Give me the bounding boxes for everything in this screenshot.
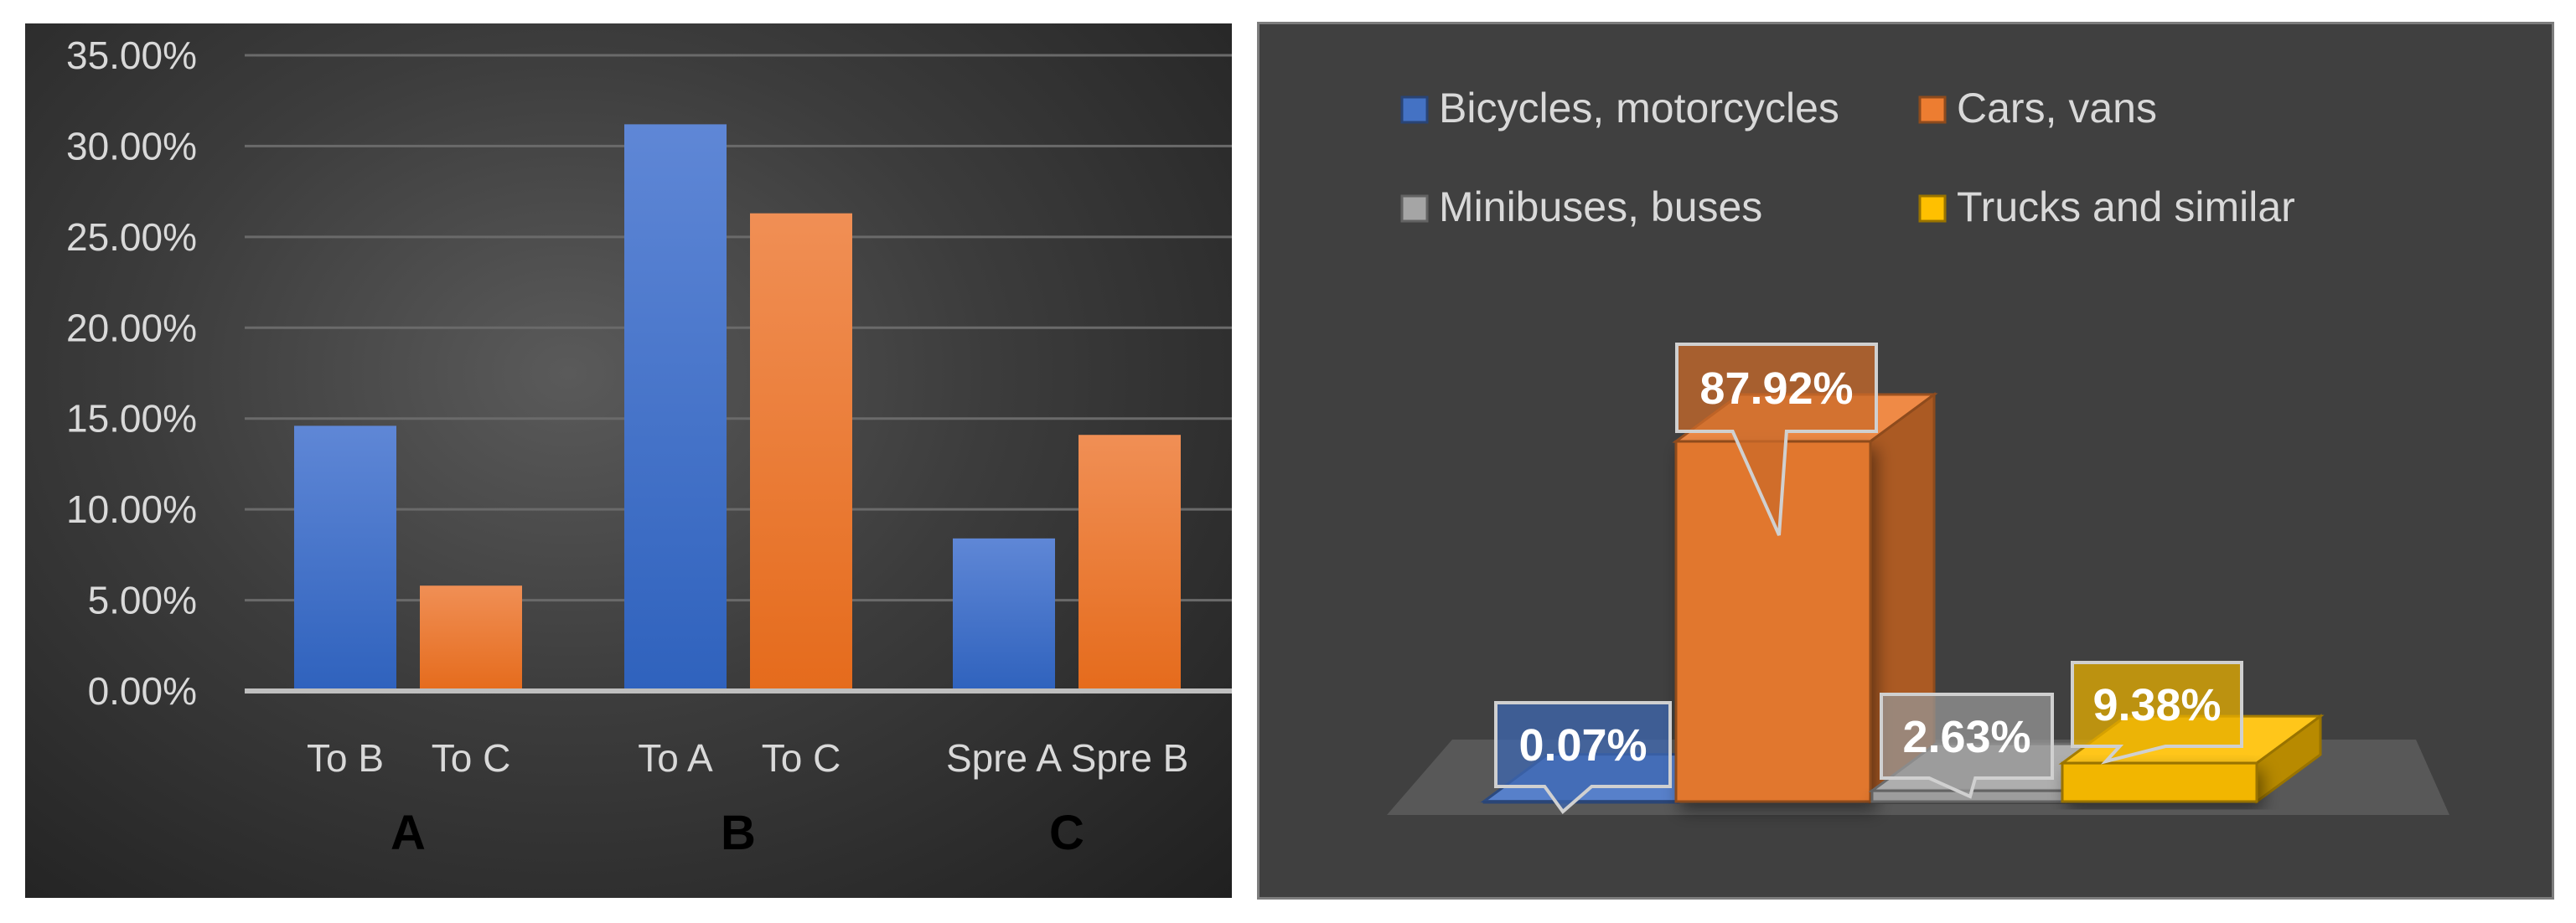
y-tick-label: 0.00%: [88, 669, 197, 713]
data-label-text: 0.07%: [1518, 720, 1647, 771]
right-3d-bar-chart: Bicycles, motorcycles Cars, vans Minibuses…: [1387, 85, 2449, 815]
legend-entry: Minibuses, buses: [1439, 183, 1762, 230]
group-label: C: [1049, 806, 1084, 860]
bar-spre-b: [1079, 435, 1181, 691]
x-category-label: Spre A: [946, 736, 1062, 780]
x-category-label: To C: [432, 736, 511, 780]
group-label: A: [391, 806, 426, 860]
data-label-text: 2.63%: [1902, 712, 2030, 762]
y-tick-label: 5.00%: [88, 579, 197, 622]
legend-swatch: [1400, 194, 1429, 223]
x-category-label: To B: [307, 736, 384, 780]
y-tick-label: 20.00%: [66, 306, 197, 349]
legend-entry: Trucks and similar: [1957, 183, 2295, 230]
x-category-label: Spre B: [1071, 736, 1189, 780]
data-label-2: 2.63%: [1880, 693, 2054, 799]
y-tick-label: 35.00%: [66, 34, 197, 77]
bar-spre-a: [953, 538, 1055, 691]
x-category-label: To A: [638, 736, 713, 780]
left-bar-chart: 0.00% 5.00% 10.00% 15.00% 20.00% 25.00% 30.00%…: [66, 34, 1232, 860]
left-chart-panel: 0.00% 5.00% 10.00% 15.00% 20.00% 25.00% 30.00%…: [25, 23, 1232, 898]
bar-to-c: [420, 585, 522, 691]
legend-entry: Cars, vans: [1957, 85, 2157, 131]
legend-entry: Bicycles, motorcycles: [1439, 85, 1839, 131]
legend-swatch: [1918, 194, 1947, 223]
data-label-1: 87.92%: [1675, 343, 1878, 536]
legend-swatch: [1400, 95, 1429, 124]
legend-swatch: [1918, 95, 1947, 124]
y-tick-label: 15.00%: [66, 397, 197, 441]
x-category-label: To C: [762, 736, 841, 780]
right-chart-panel: Bicycles, motorcycles Cars, vans Minibuses…: [1257, 22, 2554, 900]
data-label-3: 9.38%: [2071, 661, 2243, 765]
y-tick-label: 10.00%: [66, 487, 197, 531]
y-tick-label: 25.00%: [66, 215, 197, 259]
data-label-0: 0.07%: [1494, 701, 1672, 814]
data-label-text: 9.38%: [2092, 680, 2221, 730]
bar-to-a: [624, 124, 727, 692]
data-label-text: 87.92%: [1699, 364, 1853, 414]
bar-to-c: [750, 213, 852, 691]
group-label: B: [721, 806, 756, 860]
bar-to-b: [294, 425, 396, 691]
y-tick-label: 30.00%: [66, 124, 197, 168]
